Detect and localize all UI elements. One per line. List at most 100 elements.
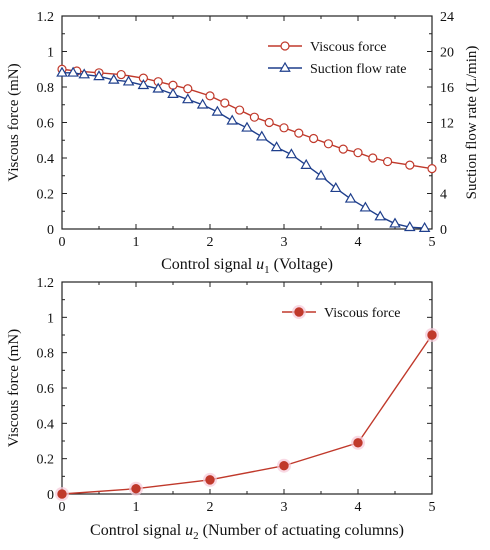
y2-tick-label: 24 xyxy=(440,10,454,25)
data-point xyxy=(285,148,298,159)
data-point xyxy=(300,158,312,169)
x-axis-label-var: u xyxy=(256,256,264,273)
x-axis-label-text: (Number of actuating columns) xyxy=(199,522,404,539)
data-point xyxy=(152,82,164,93)
y2-axis-label: Suction flow rate (L/min) xyxy=(464,46,480,200)
data-point xyxy=(389,217,401,228)
legend-label: Viscous force xyxy=(324,306,401,321)
data-point xyxy=(323,139,333,149)
y-tick-label: 0 xyxy=(47,488,54,503)
series-line xyxy=(61,334,433,495)
y-tick-label: 1.2 xyxy=(37,10,55,25)
y-tick-label: 0.6 xyxy=(37,117,55,132)
x-axis-label-text: Control signal xyxy=(161,256,256,273)
data-point xyxy=(309,133,319,144)
y2-tick-label: 12 xyxy=(440,117,454,132)
x-tick-label: 4 xyxy=(355,235,362,250)
x-tick-label: 2 xyxy=(207,235,214,250)
data-point xyxy=(137,79,150,90)
data-point xyxy=(241,121,253,132)
data-point xyxy=(344,192,357,203)
x-tick-label: 5 xyxy=(429,500,436,515)
data-point xyxy=(183,84,193,94)
data-point xyxy=(270,141,283,152)
x-axis-label-sub: 2 xyxy=(193,530,199,542)
legend-item: Suction flow rate xyxy=(268,61,406,77)
legend-item: Viscous force xyxy=(282,305,401,321)
data-point xyxy=(256,130,268,141)
data-point xyxy=(220,98,230,108)
data-point xyxy=(427,164,437,174)
data-point xyxy=(211,105,224,116)
x-axis-label: Control signal u2 (Number of actuating c… xyxy=(90,522,404,542)
x-axis-label-var: u xyxy=(185,522,193,539)
y-tick-label: 0.4 xyxy=(37,417,55,432)
data-point xyxy=(249,112,259,122)
legend-marker xyxy=(279,61,291,72)
y-tick-label: 0.6 xyxy=(37,382,55,397)
data-point xyxy=(383,156,393,167)
data-point xyxy=(353,148,363,158)
data-point xyxy=(315,169,327,180)
x-tick-label: 1 xyxy=(133,235,140,250)
y-tick-label: 0.8 xyxy=(37,347,55,362)
data-point xyxy=(235,105,245,115)
data-point xyxy=(205,475,215,485)
x-tick-label: 3 xyxy=(281,235,288,250)
data-point xyxy=(368,153,378,163)
y-tick-label: 0.2 xyxy=(37,453,55,468)
y2-tick-label: 20 xyxy=(440,46,454,61)
x-tick-label: 4 xyxy=(355,500,362,515)
y2-tick-label: 4 xyxy=(440,188,447,203)
x-tick-label: 2 xyxy=(207,500,214,515)
y-tick-label: 1.2 xyxy=(37,276,55,291)
y-tick-label: 0.4 xyxy=(37,152,55,167)
data-point xyxy=(196,98,209,109)
y-axis-label: Viscous force (mN) xyxy=(6,329,22,447)
y-tick-label: 0.2 xyxy=(37,188,55,203)
x-axis-label-sub: 1 xyxy=(264,264,270,276)
data-point xyxy=(353,438,363,448)
data-point xyxy=(182,93,194,104)
y-tick-label: 0 xyxy=(47,223,54,238)
chart-2: 0 1 2 3 4 5 0 0.2 0.4 0.6 0.8 1 1.2 Viscous force (mN… xyxy=(6,276,439,542)
legend-label: Viscous force xyxy=(310,40,387,55)
legend-item: Viscous force xyxy=(268,40,387,55)
chart-1: 0 1 2 3 4 500.20.40.60.811.204812162024Suctio… xyxy=(6,10,480,276)
data-point xyxy=(167,87,179,98)
data-point xyxy=(131,484,141,494)
data-point xyxy=(67,66,79,77)
data-point xyxy=(226,114,238,125)
x-axis-label: Control signal u1 (Voltage) xyxy=(161,256,333,276)
x-axis-label-text: (Voltage) xyxy=(270,256,333,273)
y2-tick-label: 16 xyxy=(440,81,454,96)
data-point xyxy=(264,117,274,128)
y2-tick-label: 0 xyxy=(440,223,447,238)
data-point xyxy=(374,210,386,221)
series-line xyxy=(62,72,425,229)
data-point xyxy=(108,73,120,84)
y2-tick-label: 8 xyxy=(440,152,447,167)
y-tick-label: 1 xyxy=(47,311,54,326)
data-point xyxy=(338,144,348,154)
legend-label: Suction flow rate xyxy=(310,62,406,77)
series-1 xyxy=(55,328,439,501)
data-point xyxy=(330,181,342,193)
y-tick-label: 1 xyxy=(47,46,54,61)
y-tick-label: 0.8 xyxy=(37,81,55,96)
data-point xyxy=(78,68,90,79)
x-tick-label: 0 xyxy=(59,235,66,250)
x-axis-label-text: Control signal xyxy=(90,522,185,539)
data-point xyxy=(418,221,431,232)
data-point xyxy=(116,69,126,80)
data-point xyxy=(56,66,68,77)
legend-marker xyxy=(280,41,290,51)
data-point xyxy=(405,160,415,170)
data-point xyxy=(279,461,289,471)
data-point xyxy=(93,70,105,81)
data-point xyxy=(404,221,416,232)
series-1 xyxy=(57,64,437,174)
x-tick-label: 5 xyxy=(429,235,436,250)
data-point xyxy=(359,201,372,212)
